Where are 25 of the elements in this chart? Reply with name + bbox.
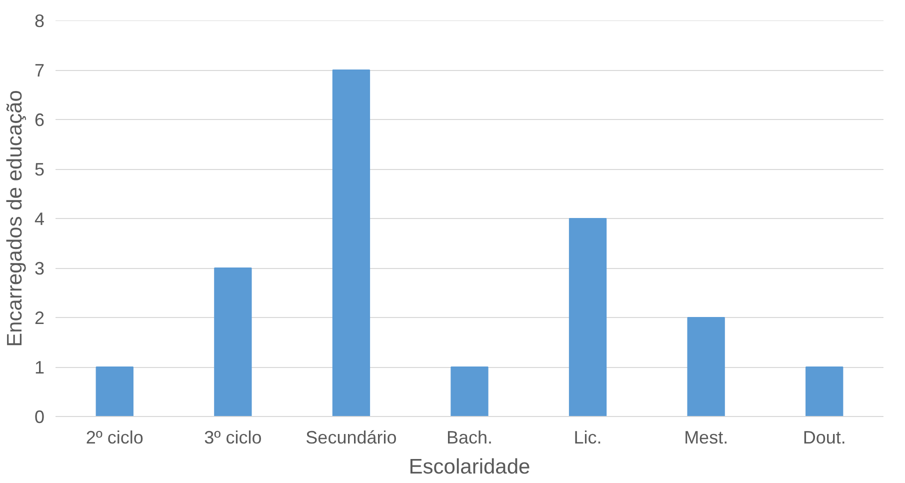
y-tick-label: 2 (34, 308, 45, 328)
x-tick-label: 2º ciclo (86, 428, 144, 448)
bar (806, 366, 844, 416)
x-tick-label: Bach. (446, 428, 493, 448)
bar (450, 366, 488, 416)
x-axis-title: Escolaridade (408, 456, 530, 478)
x-tick-label: Lic. (574, 428, 602, 448)
bar (96, 366, 134, 416)
bar (687, 317, 725, 416)
y-tick-label: 3 (34, 258, 45, 278)
y-tick-label: 5 (34, 160, 45, 180)
x-tick-label: Mest. (684, 428, 728, 448)
y-tick-label: 1 (34, 358, 45, 378)
x-tick-label: Dout. (802, 428, 846, 448)
y-tick-label: 7 (34, 60, 45, 80)
y-tick-label: 0 (34, 407, 45, 427)
y-tick-label: 6 (34, 110, 45, 130)
bar (568, 218, 607, 416)
x-tick-label: Secundário (306, 428, 397, 448)
x-tick-label: 3º ciclo (204, 428, 262, 448)
y-axis-title: Encarregados de educação (3, 90, 26, 347)
y-tick-label: 8 (34, 11, 45, 31)
y-tick-label: 4 (34, 209, 45, 229)
bar (332, 70, 370, 416)
bar (214, 268, 252, 416)
